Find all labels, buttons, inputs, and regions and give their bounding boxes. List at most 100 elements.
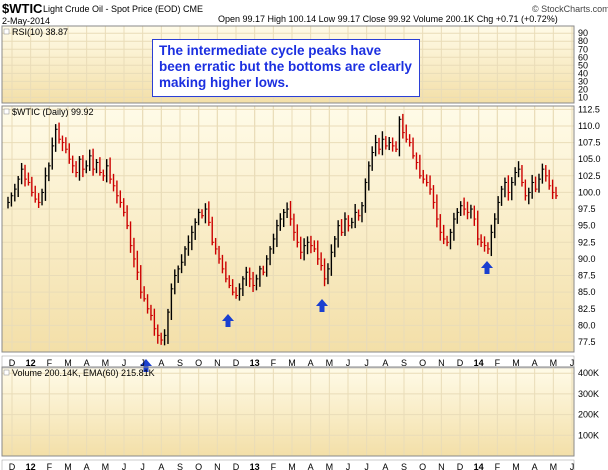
x-tick-label: J	[346, 358, 351, 368]
y-tick-label: 77.5	[578, 337, 596, 347]
price-label-box	[3, 108, 10, 115]
x-tick-label: N	[214, 462, 221, 470]
y-tick-label: 82.5	[578, 304, 596, 314]
x-tick-label: M	[102, 462, 110, 470]
x-tick-label: 12	[26, 358, 36, 368]
rsi-panel-frame	[1, 25, 575, 104]
x-tick-label: 13	[250, 358, 260, 368]
rsi-tick-label: 40	[578, 68, 588, 78]
cycle-low-arrow-icon	[481, 261, 493, 274]
x-tick-label: A	[532, 358, 538, 368]
x-tick-label: A	[382, 358, 388, 368]
chart-description: Light Crude Oil - Spot Price (EOD) CME	[43, 4, 204, 14]
volume-tick-label: 400K	[578, 368, 599, 378]
rsi-label-box	[3, 28, 10, 35]
x-tick-label: 14	[474, 462, 484, 470]
y-tick-label: 85.0	[578, 287, 596, 297]
y-tick-label: 90.0	[578, 254, 596, 264]
x-tick-label: M	[550, 358, 558, 368]
x-tick-label: D	[233, 462, 240, 470]
rsi-tick-label: 70	[578, 44, 588, 54]
x-tick-label: J	[140, 462, 145, 470]
x-tick-label: J	[364, 462, 369, 470]
x-tick-label: F	[495, 462, 501, 470]
x-tick-label: 12	[26, 462, 36, 470]
x-tick-label: D	[457, 462, 464, 470]
volume-tick-label: 200K	[578, 410, 599, 420]
x-tick-label: A	[532, 462, 538, 470]
x-tick-label: A	[158, 358, 164, 368]
x-tick-label: N	[438, 358, 445, 368]
x-tick-label: F	[495, 358, 501, 368]
cycle-low-arrow-icon	[316, 299, 328, 312]
x-tick-label: F	[47, 462, 53, 470]
chart-symbol: $WTIC	[2, 1, 43, 16]
rsi-tick-label: 50	[578, 60, 588, 70]
y-tick-label: 105.0	[578, 154, 601, 164]
y-tick-label: 80.0	[578, 320, 596, 330]
x-tick-label: O	[419, 462, 426, 470]
y-tick-label: 110.0	[578, 121, 600, 131]
cycle-low-arrow-icon	[222, 314, 234, 327]
x-tick-label: M	[550, 462, 558, 470]
x-tick-label: M	[326, 358, 334, 368]
x-tick-label: J	[570, 358, 575, 368]
rsi-tick-label: 60	[578, 52, 588, 62]
x-tick-label: S	[177, 462, 183, 470]
brand-credit: © StockCharts.com	[532, 4, 608, 14]
x-tick-label: J	[570, 462, 575, 470]
x-tick-label: 13	[250, 462, 260, 470]
vol-panel-frame	[1, 366, 575, 457]
x-tick-label: F	[47, 358, 53, 368]
volume-tick-label: 300K	[578, 389, 599, 399]
x-tick-label: O	[195, 358, 202, 368]
x-tick-label: A	[84, 358, 90, 368]
x-tick-label: M	[288, 462, 296, 470]
x-tick-label: F	[271, 462, 277, 470]
x-tick-label: O	[195, 462, 202, 470]
volume-label: Volume 200.14K, EMA(60) 215.81K	[12, 368, 155, 378]
x-tick-label: N	[214, 358, 221, 368]
x-tick-label: A	[308, 358, 314, 368]
x-tick-label: M	[512, 462, 520, 470]
x-tick-label: M	[64, 358, 72, 368]
x-tick-label: 14	[474, 358, 484, 368]
y-tick-label: 112.5	[578, 104, 600, 114]
x-tick-label: D	[233, 358, 240, 368]
rsi-tick-label: 20	[578, 84, 588, 94]
x-tick-label: S	[177, 358, 183, 368]
rsi-tick-label: 30	[578, 76, 588, 86]
cycle-low-arrow-icon	[140, 359, 152, 372]
chart-date: 2-May-2014	[2, 16, 51, 26]
rsi-label: RSI(10) 38.87	[12, 27, 68, 37]
y-tick-label: 95.0	[578, 221, 596, 231]
annotation-callout: The intermediate cycle peaks have been e…	[152, 39, 420, 97]
price-label: $WTIC (Daily) 99.92	[12, 107, 94, 117]
x-tick-label: S	[401, 462, 407, 470]
rsi-tick-label: 10	[578, 92, 588, 102]
y-tick-label: 100.0	[578, 187, 601, 197]
y-tick-label: 97.5	[578, 204, 596, 214]
x-tick-label: A	[158, 462, 164, 470]
x-tick-label: A	[308, 462, 314, 470]
x-tick-label: J	[364, 358, 369, 368]
x-tick-label: O	[419, 358, 426, 368]
x-tick-label: M	[64, 462, 72, 470]
y-tick-label: 92.5	[578, 237, 596, 247]
rsi-tick-label: 80	[578, 36, 588, 46]
quote-summary: Open 99.17 High 100.14 Low 99.17 Close 9…	[218, 14, 558, 24]
x-tick-label: J	[140, 358, 145, 368]
x-tick-label: D	[457, 358, 464, 368]
x-tick-label: D	[9, 358, 16, 368]
x-tick-label: M	[288, 358, 296, 368]
x-tick-label: M	[512, 358, 520, 368]
x-tick-label: J	[346, 462, 351, 470]
x-tick-label: A	[382, 462, 388, 470]
y-tick-label: 102.5	[578, 171, 601, 181]
vol-panel-bg	[2, 367, 574, 456]
rsi-tick-label: 90	[578, 28, 588, 38]
y-tick-label: 87.5	[578, 271, 596, 281]
x-tick-label: M	[102, 358, 110, 368]
price-panel-frame	[1, 105, 575, 353]
x-tick-label: S	[401, 358, 407, 368]
